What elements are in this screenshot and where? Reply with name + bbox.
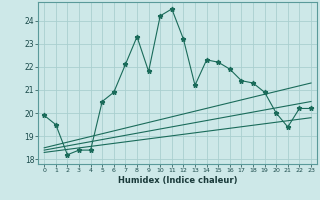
X-axis label: Humidex (Indice chaleur): Humidex (Indice chaleur) [118,176,237,185]
